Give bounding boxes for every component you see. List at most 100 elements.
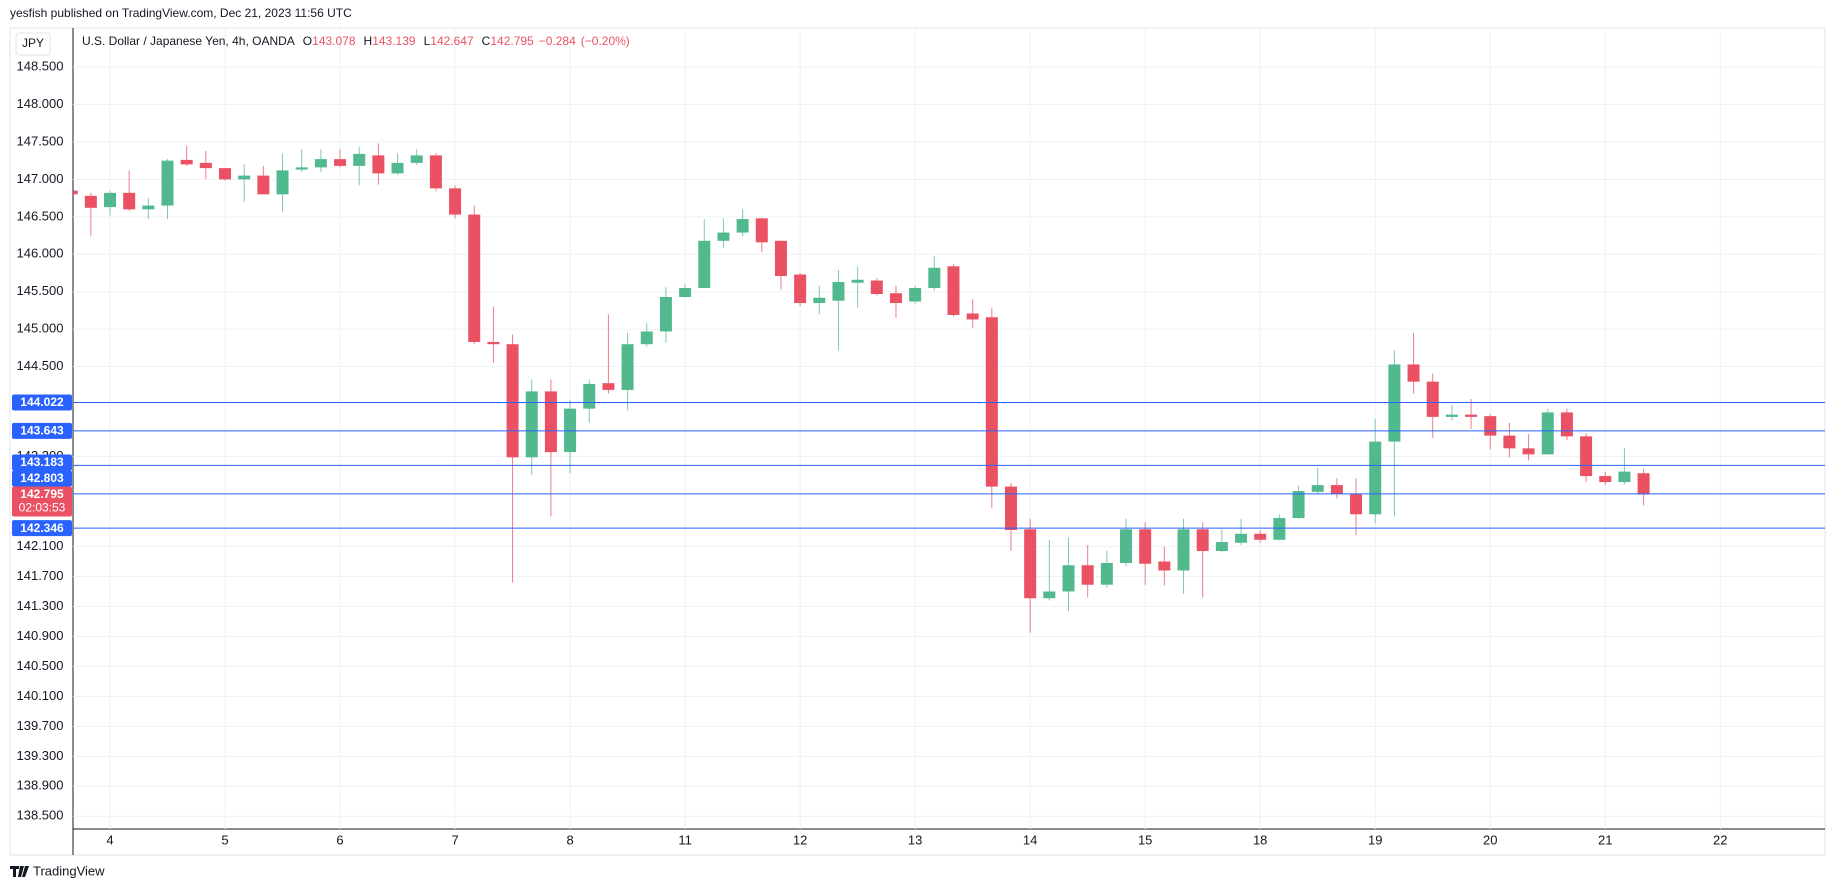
candle-body [1637, 473, 1650, 495]
legend-prefix: O [303, 34, 312, 48]
candle-body [1599, 476, 1612, 483]
candle-body [794, 274, 807, 303]
candle-body [1235, 533, 1248, 543]
candle-body [755, 218, 768, 243]
legend-change: −0.284 [539, 34, 576, 48]
candle-body [1100, 562, 1113, 585]
candle-body [1560, 412, 1573, 437]
candle-body [73, 190, 78, 195]
candle-body [564, 408, 577, 453]
candle-body [621, 344, 634, 390]
candle-body [276, 170, 289, 195]
legend-prefix: L [424, 34, 431, 48]
axis-layer: 148.500 148.000 147.500 147.000 146.500 146.0… [17, 58, 1728, 847]
legend-title: U.S. Dollar / Japanese Yen, 4h, OANDA [82, 34, 295, 48]
y-tick-label: 144.500 [17, 358, 64, 373]
candle-body [1407, 364, 1420, 382]
candle-body [889, 293, 902, 303]
candle-body [1120, 529, 1133, 563]
candle-body [659, 296, 672, 332]
y-tick-label: 141.700 [17, 568, 64, 583]
candle-body [295, 167, 308, 170]
candle-body [1426, 381, 1439, 417]
x-tick-label: 8 [566, 832, 573, 847]
candle-body [1330, 485, 1343, 495]
legend-value: 143.139 [372, 34, 416, 48]
candle-body [429, 155, 442, 189]
candle-body [1081, 565, 1094, 585]
candle-body [679, 288, 692, 297]
last-price-label: 142.795 [20, 487, 64, 501]
candle-body [1273, 518, 1286, 540]
candle-body [1369, 441, 1382, 515]
legend: U.S. Dollar / Japanese Yen, 4h, OANDA O14… [82, 34, 630, 48]
logo-mark [10, 866, 29, 877]
currency-label: JPY [22, 36, 44, 50]
x-tick-label: 11 [678, 832, 692, 847]
x-tick-label: 13 [908, 832, 922, 847]
candle-body [1311, 485, 1324, 492]
currency-box[interactable] [15, 32, 51, 56]
candle-body [219, 168, 232, 180]
legend-value: 142.795 [490, 34, 534, 48]
legend-value: 142.647 [430, 34, 474, 48]
price-line-label: 144.022 [20, 395, 64, 409]
x-tick-label: 14 [1023, 832, 1037, 847]
candle-body [372, 155, 385, 174]
candle-body [640, 331, 653, 345]
candle-body [468, 214, 481, 342]
y-tick-label: 140.100 [17, 688, 64, 703]
y-tick-label: 139.700 [17, 718, 64, 733]
candle-body [1004, 486, 1017, 531]
candle-body [257, 175, 270, 195]
price-line-tag [12, 454, 72, 471]
price-line-label: 142.803 [20, 471, 64, 485]
candle-body [698, 240, 711, 289]
candle-body [774, 240, 787, 277]
brand-name: TradingView [33, 863, 105, 878]
y-tick-label: 146.000 [17, 246, 64, 261]
candle-body [985, 317, 998, 487]
y-tick-label: 141.300 [17, 598, 64, 613]
legend-prefix: H [364, 34, 373, 48]
candle-body [813, 297, 826, 303]
candle-layer [73, 143, 1650, 633]
x-tick-label: 20 [1483, 832, 1497, 847]
candle-body [1484, 416, 1497, 436]
y-tick-label: 139.300 [17, 748, 64, 763]
candle-body [1215, 542, 1228, 552]
candle-body [1465, 414, 1478, 417]
candle-body [966, 313, 979, 320]
y-tick-label: 146.500 [17, 208, 64, 223]
candle-body [180, 159, 193, 165]
x-tick-label: 7 [451, 832, 458, 847]
candle-body [391, 162, 404, 174]
candle-body [1292, 491, 1305, 519]
y-tick-label: 148.500 [17, 58, 64, 73]
candle-body [1062, 565, 1075, 592]
candle-body [1388, 364, 1401, 442]
price-line-label: 143.183 [20, 455, 64, 469]
y-tick-label: 138.500 [17, 808, 64, 823]
price-line-tag [12, 394, 72, 411]
x-tick-label: 22 [1713, 832, 1727, 847]
candle-body [334, 159, 347, 166]
legend-value: 143.078 [312, 34, 356, 48]
x-tick-label: 5 [221, 832, 228, 847]
y-tick-label: 140.500 [17, 658, 64, 673]
candle-body [123, 192, 136, 210]
price-line-tag [12, 422, 72, 439]
price-line-tag [12, 470, 72, 487]
x-tick-label: 15 [1138, 832, 1152, 847]
price-line-label: 143.643 [20, 424, 64, 438]
candle-body [1522, 448, 1535, 455]
candle-body [851, 279, 864, 283]
candle-body [1350, 494, 1363, 515]
candle-body [353, 153, 366, 166]
y-tick-label: 145.000 [17, 321, 64, 336]
candle-body [1024, 529, 1037, 599]
candle-body [142, 205, 155, 210]
legend-prefix: C [482, 34, 491, 48]
x-tick-label: 12 [793, 832, 807, 847]
